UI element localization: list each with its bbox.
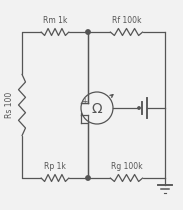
Circle shape bbox=[86, 176, 90, 180]
Text: Rs 100: Rs 100 bbox=[5, 92, 14, 118]
Text: Rp 1k: Rp 1k bbox=[44, 162, 66, 171]
Text: Ω: Ω bbox=[92, 102, 102, 116]
Text: Rm 1k: Rm 1k bbox=[43, 16, 67, 25]
Text: +: + bbox=[81, 97, 87, 105]
Circle shape bbox=[138, 107, 140, 109]
Circle shape bbox=[86, 30, 90, 34]
Text: Rf 100k: Rf 100k bbox=[112, 16, 141, 25]
Text: Rg 100k: Rg 100k bbox=[111, 162, 142, 171]
